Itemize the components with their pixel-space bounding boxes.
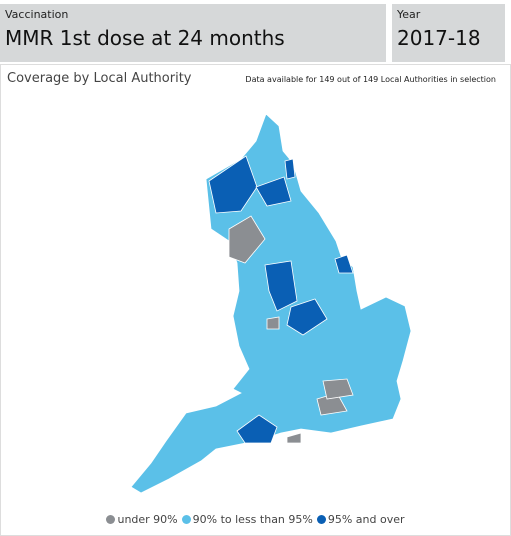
region[interactable] <box>286 298 328 336</box>
filter-label: Vaccination <box>5 8 69 21</box>
region[interactable] <box>284 158 296 180</box>
filter-label: Year <box>397 8 421 21</box>
legend-item[interactable]: 90% to less than 95% <box>181 513 313 526</box>
panel-note: Data available for 149 out of 149 Local … <box>245 75 496 84</box>
region[interactable] <box>264 260 298 312</box>
region[interactable] <box>236 414 278 444</box>
legend-item[interactable]: under 90% <box>106 513 178 526</box>
map[interactable] <box>1 65 510 535</box>
legend-dot <box>181 515 191 524</box>
filter-value: 2017-18 <box>397 26 481 50</box>
legend-label: under 90% <box>117 513 178 526</box>
region[interactable] <box>286 432 302 444</box>
legend: under 90% 90% to less than 95% 95% and ove… <box>1 513 510 526</box>
filter-box[interactable]: Year 2017-18 <box>392 4 505 62</box>
legend-dot <box>106 515 116 524</box>
legend-label: 90% to less than 95% <box>192 513 313 526</box>
legend-dot <box>316 515 326 524</box>
filter-value: MMR 1st dose at 24 months <box>5 26 285 50</box>
region[interactable] <box>334 254 354 274</box>
legend-label: 95% and over <box>327 513 405 526</box>
region[interactable] <box>255 176 292 207</box>
legend-item[interactable]: 95% and over <box>316 513 405 526</box>
map-panel: Coverage by Local Authority Data availab… <box>0 64 511 536</box>
panel-title: Coverage by Local Authority <box>7 71 192 86</box>
region[interactable] <box>266 316 280 330</box>
region[interactable] <box>228 215 266 264</box>
region[interactable] <box>208 155 258 214</box>
filter-box[interactable]: Vaccination MMR 1st dose at 24 months <box>0 4 386 62</box>
region[interactable] <box>322 378 354 400</box>
